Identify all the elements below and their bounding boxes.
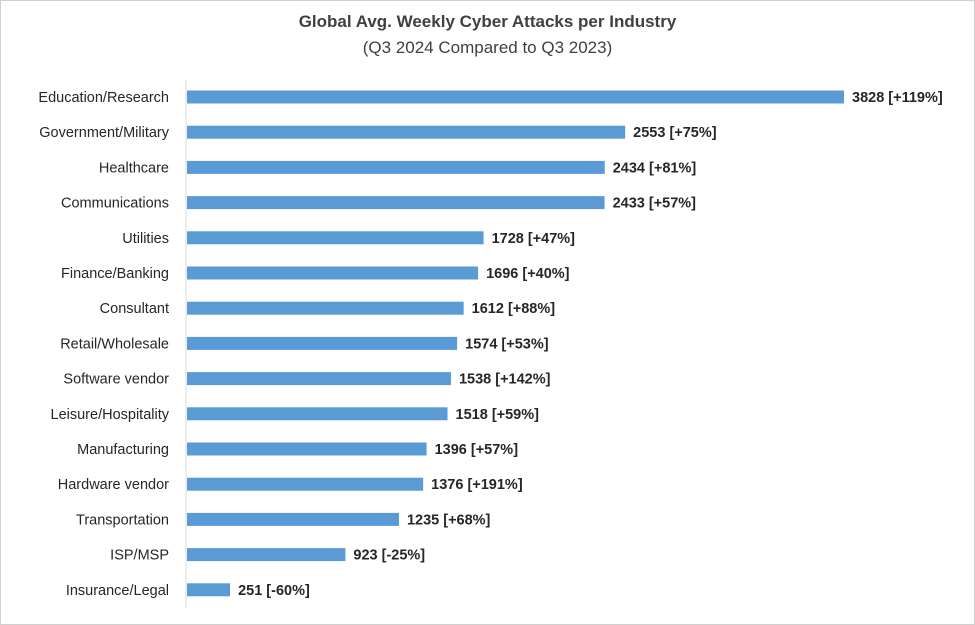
value-label: 1574 [+53%] [465, 336, 549, 352]
value-label: 1518 [+59%] [456, 407, 540, 423]
bar-government-military [187, 125, 626, 139]
category-label: Retail/Wholesale [60, 336, 169, 352]
bar-utilities [187, 231, 484, 245]
category-label: Finance/Banking [61, 266, 169, 282]
value-label: 251 [-60%] [238, 583, 310, 599]
bars-group [187, 90, 844, 597]
value-label: 1728 [+47%] [492, 231, 576, 247]
category-label: Communications [61, 196, 169, 212]
bar-finance-banking [187, 266, 479, 280]
value-label: 3828 [+119%] [852, 90, 943, 106]
value-label: 923 [-25%] [353, 548, 425, 564]
chart-subtitle: (Q3 2024 Compared to Q3 2023) [362, 38, 613, 57]
value-label: 1612 [+88%] [472, 301, 556, 317]
bar-education-research [187, 90, 844, 104]
bar-insurance-legal [187, 583, 231, 597]
category-label: Leisure/Hospitality [51, 407, 170, 423]
value-label: 1376 [+191%] [431, 477, 523, 493]
bar-leisure-hospitality [187, 407, 448, 421]
value-label: 2433 [+57%] [613, 196, 697, 212]
bar-isp-msp [187, 548, 346, 562]
category-label: Hardware vendor [58, 477, 169, 493]
value-label: 1235 [+68%] [407, 512, 491, 528]
category-label: Utilities [122, 231, 169, 247]
category-label: Education/Research [38, 90, 169, 106]
category-label: Government/Military [39, 125, 169, 141]
bar-hardware-vendor [187, 477, 424, 491]
value-labels-group: 3828 [+119%] 2553 [+75%] 2434 [+81%] 2433 [… [238, 90, 943, 599]
category-labels-group: Education/Research Government/Military Hea… [38, 90, 169, 599]
value-label: 2553 [+75%] [633, 125, 717, 141]
category-label: Insurance/Legal [66, 583, 169, 599]
bar-manufacturing [187, 442, 427, 456]
bar-healthcare [187, 160, 605, 174]
chart-title: Global Avg. Weekly Cyber Attacks per Ind… [298, 12, 677, 31]
value-label: 1538 [+142%] [459, 372, 551, 388]
category-label: Consultant [100, 301, 169, 317]
value-label: 1396 [+57%] [435, 442, 519, 458]
category-label: Transportation [76, 512, 169, 528]
category-label: Software vendor [63, 372, 169, 388]
category-label: Manufacturing [77, 442, 169, 458]
bar-software-vendor [187, 372, 451, 386]
category-label: ISP/MSP [110, 548, 169, 564]
value-label: 2434 [+81%] [613, 160, 697, 176]
bar-retail-wholesale [187, 336, 458, 350]
bar-transportation [187, 512, 399, 526]
value-label: 1696 [+40%] [486, 266, 570, 282]
bar-communications [187, 196, 605, 210]
bar-consultant [187, 301, 464, 315]
category-label: Healthcare [99, 160, 169, 176]
